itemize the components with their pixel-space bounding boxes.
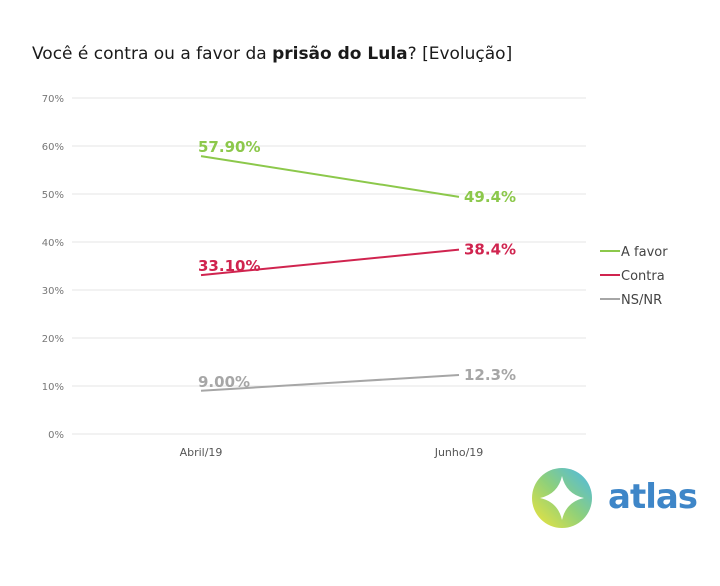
data-label: 57.90% [198,138,260,156]
x-axis-categories: Abril/19 Junho/19 [180,446,484,459]
title-prefix: Você é contra ou a favor da [32,44,273,64]
legend-label: Contra [621,269,665,284]
data-label: 33.10% [198,257,260,275]
series-lines [200,155,460,392]
y-tick-label: 10% [42,382,64,393]
data-label: 9.00% [198,373,250,391]
y-tick-label: 50% [42,190,64,201]
title-suffix: ? [Evolução] [407,44,513,64]
y-axis-ticks: 0% 10% 20% 30% 40% 50% 60% 70% [42,94,64,441]
gridlines [72,97,586,435]
y-tick-label: 70% [42,94,64,105]
y-tick-label: 40% [42,238,64,249]
x-category-label: Junho/19 [434,446,484,459]
y-tick-label: 30% [42,286,64,297]
legend: A favor Contra NS/NR [600,245,668,308]
x-category-label: Abril/19 [180,446,223,459]
series-line-ns-nr [200,373,460,392]
y-tick-label: 0% [48,430,64,441]
atlas-logo [530,468,720,538]
compass-star-logo-icon [532,468,592,528]
data-labels: 57.90% 49.4% 33.10% 38.4% 9.00% 12.3% [198,138,516,391]
brand-name: atlas [608,477,698,517]
series-line-contra [200,248,460,277]
y-tick-label: 20% [42,334,64,345]
data-label: 49.4% [464,188,516,206]
y-tick-label: 60% [42,142,64,153]
title-bold: prisão do Lula [272,44,408,64]
data-label: 12.3% [464,366,516,384]
chart-title: Você é contra ou a favor da prisão do Lu… [32,44,512,64]
data-label: 38.4% [464,241,516,259]
legend-label: A favor [621,245,668,260]
series-line-a-favor [200,155,460,198]
legend-label: NS/NR [621,293,662,308]
